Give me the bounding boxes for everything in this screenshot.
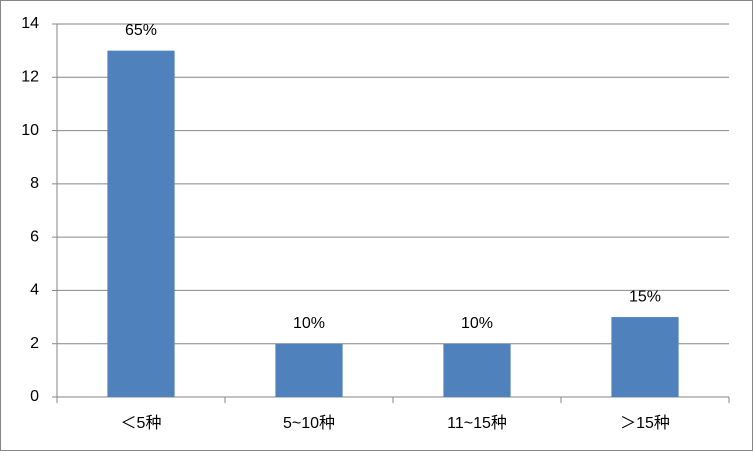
y-tick-label: 14 — [21, 15, 39, 32]
bar — [107, 50, 175, 398]
y-tick-label: 2 — [30, 335, 39, 352]
data-label: 15% — [629, 288, 661, 305]
data-label: 65% — [125, 22, 157, 39]
x-tick-label: 11~15种 — [447, 414, 507, 432]
data-label: 10% — [461, 315, 493, 332]
y-tick-label: 12 — [21, 69, 39, 86]
data-label: 10% — [293, 315, 325, 332]
y-tick-label: 8 — [30, 175, 39, 192]
bar — [275, 343, 343, 397]
y-tick-label: 10 — [21, 122, 39, 139]
x-tick-label: 5~10种 — [283, 414, 335, 432]
x-tick-label: ＜5种 — [121, 414, 162, 432]
y-tick-label: 6 — [30, 228, 39, 245]
y-tick-label: 4 — [30, 282, 39, 299]
x-tick-label: ＞15种 — [620, 414, 670, 432]
y-tick-label: 0 — [30, 388, 39, 405]
bar — [443, 343, 511, 397]
bar — [611, 317, 679, 397]
